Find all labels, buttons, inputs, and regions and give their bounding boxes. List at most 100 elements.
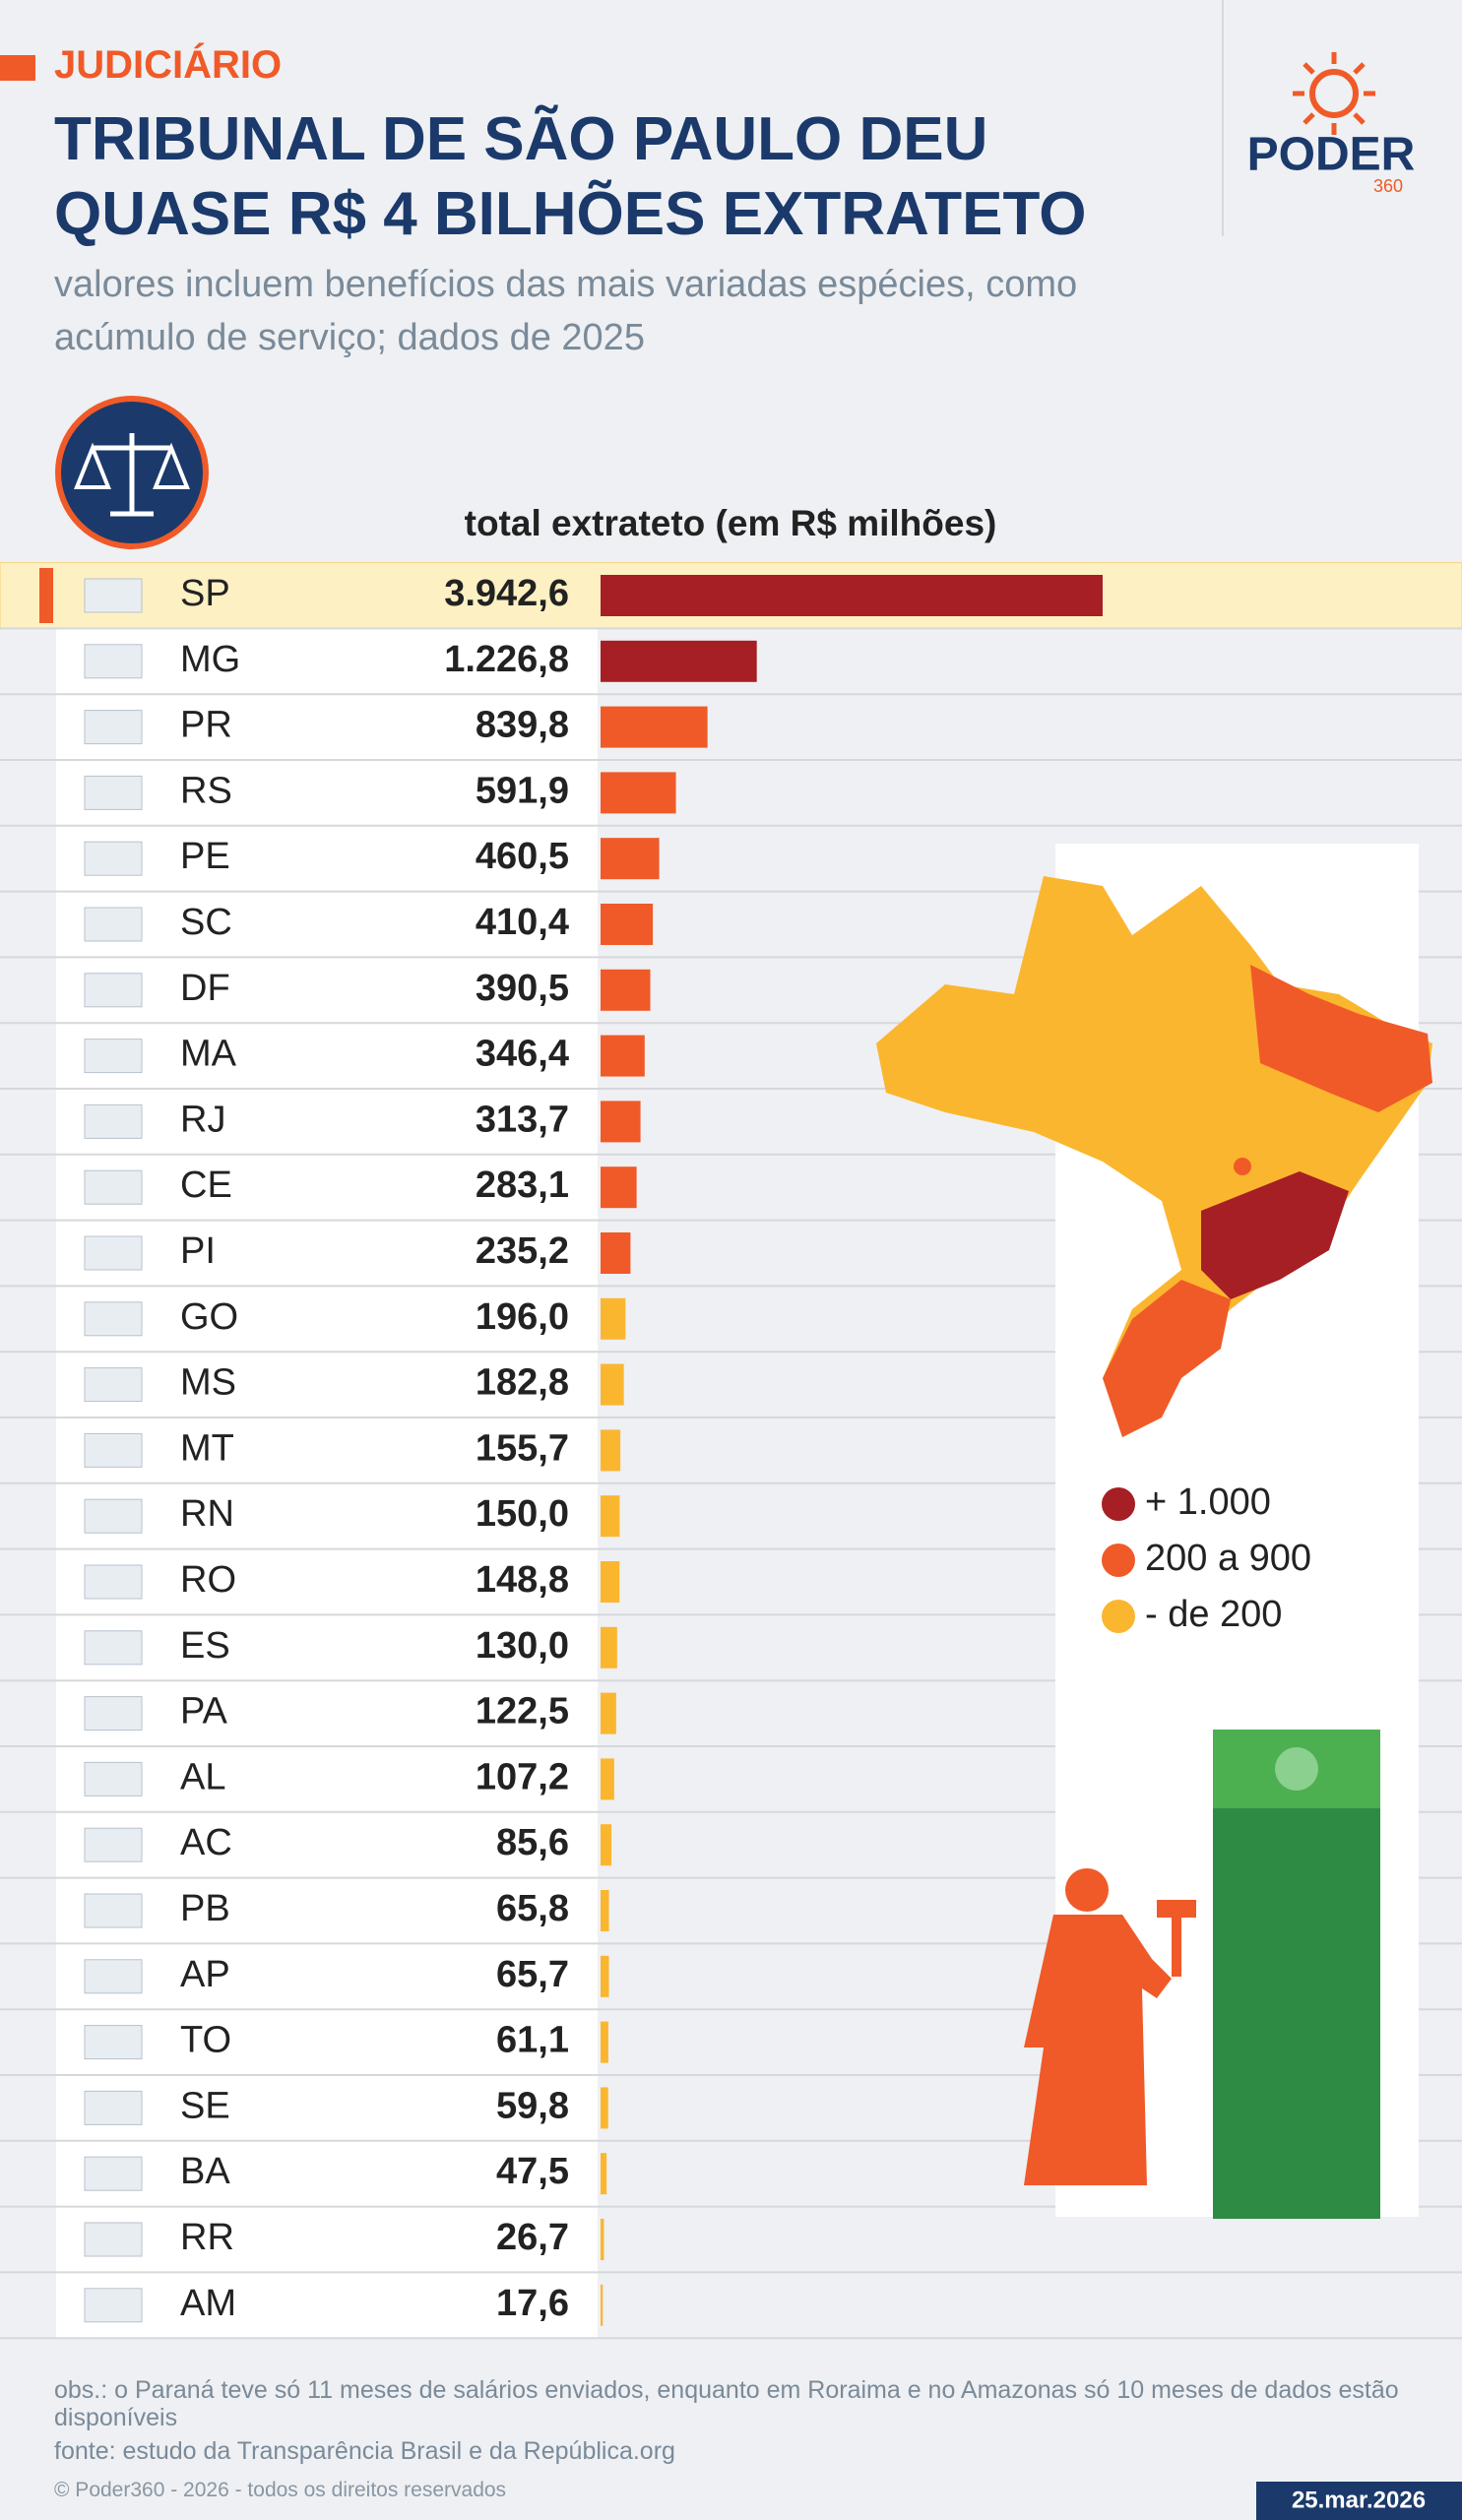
category-label: AM	[180, 2283, 236, 2324]
flag	[84, 1564, 143, 1600]
bar	[601, 1561, 620, 1603]
value-label: 1.226,8	[444, 639, 569, 680]
category-label: BA	[180, 2151, 230, 2192]
category-label: MT	[180, 1427, 234, 1469]
legend-label: - de 200	[1145, 1594, 1282, 1635]
note: obs.: o Paraná teve só 11 meses de salár…	[54, 2376, 1399, 2431]
judge-illustration	[1024, 1868, 1196, 2185]
category-label: RO	[180, 1559, 236, 1601]
category-label: PE	[180, 836, 230, 877]
value-label: 65,8	[496, 1888, 569, 1929]
row-marker	[39, 568, 53, 623]
category-label: RR	[180, 2217, 234, 2258]
bar	[601, 1824, 612, 1866]
value-label: 196,0	[476, 1296, 569, 1338]
value-label: 148,8	[476, 1559, 569, 1601]
category-label: AP	[180, 1954, 230, 1995]
bar	[601, 1166, 637, 1209]
category-label: MA	[180, 1034, 237, 1075]
value-label: 346,4	[476, 1034, 569, 1075]
bar	[601, 1955, 609, 1997]
copyright: © Poder360 - 2026 - todos os direitos re…	[54, 2479, 507, 2501]
flag	[84, 1432, 143, 1468]
flag	[84, 775, 143, 810]
flag	[84, 1761, 143, 1796]
bar	[601, 1297, 626, 1340]
value-label: 47,5	[496, 2151, 569, 2192]
money-illustration	[1213, 1730, 1380, 2219]
value-label: 182,8	[476, 1362, 569, 1404]
legend-marker	[1102, 1544, 1135, 1577]
value-axis-label: total extrateto (em R$ milhões)	[465, 503, 997, 543]
value-label: 65,7	[496, 1954, 569, 1995]
flag	[84, 907, 143, 942]
value-label: 122,5	[476, 1691, 569, 1732]
bar	[601, 575, 1103, 616]
bar	[601, 1758, 614, 1800]
value-label: 17,6	[496, 2283, 569, 2324]
bar	[601, 1429, 621, 1472]
category-label: AC	[180, 1822, 232, 1863]
flag	[84, 973, 143, 1008]
bar	[601, 1232, 631, 1274]
brand: PODER	[1247, 129, 1416, 181]
flag	[84, 1893, 143, 1928]
flag	[84, 1103, 143, 1139]
kicker: JUDICIÁRIO	[54, 43, 283, 87]
category-label: PA	[180, 1691, 228, 1732]
flag	[84, 644, 143, 679]
category-label: ES	[180, 1625, 230, 1667]
bar	[601, 1363, 624, 1406]
value-label: 313,7	[476, 1099, 569, 1140]
flag	[84, 841, 143, 876]
value-label: 3.942,6	[444, 573, 569, 614]
flag	[84, 1959, 143, 1994]
category-label: RJ	[180, 1099, 225, 1140]
category-label: RN	[180, 1493, 234, 1535]
value-label: 107,2	[476, 1756, 569, 1797]
bar	[601, 838, 660, 880]
flag	[84, 1696, 143, 1732]
category-label: TO	[180, 2020, 231, 2061]
value-label: 150,0	[476, 1493, 569, 1535]
title: TRIBUNAL DE SÃO PAULO DEU QUASE R$ 4 BIL…	[54, 105, 1087, 248]
value-label: 59,8	[496, 2085, 569, 2126]
table-panel	[56, 562, 598, 2339]
flag	[84, 578, 143, 613]
value-label: 235,2	[476, 1230, 569, 1272]
bar	[601, 2021, 608, 2063]
flag	[84, 1301, 143, 1337]
flag	[84, 2025, 143, 2060]
category-label: MS	[180, 1362, 236, 1404]
category-label: SE	[180, 2085, 230, 2126]
category-label: AL	[180, 1756, 225, 1797]
subtitle: valores incluem benefícios das mais vari…	[54, 264, 1078, 358]
legend-label: 200 a 900	[1145, 1538, 1311, 1579]
source: fonte: estudo da Transparência Brasil e …	[54, 2437, 675, 2465]
category-label: MG	[180, 639, 240, 680]
bar	[601, 1101, 641, 1143]
bar	[601, 1495, 620, 1538]
category-label: PI	[180, 1230, 216, 1272]
bar	[601, 2284, 604, 2326]
value-label: 410,4	[476, 902, 569, 943]
category-label: DF	[180, 968, 230, 1009]
flag	[84, 710, 143, 745]
value-label: 283,1	[476, 1165, 569, 1206]
value-label: 591,9	[476, 770, 569, 811]
bar	[601, 969, 651, 1011]
date-box	[1256, 2482, 1462, 2520]
value-label: 390,5	[476, 968, 569, 1009]
flag	[84, 2288, 143, 2323]
value-label: 460,5	[476, 836, 569, 877]
value-label: 85,6	[496, 1822, 569, 1863]
bar	[601, 2153, 607, 2195]
bar	[601, 904, 654, 945]
value-label: 839,8	[476, 705, 569, 746]
flag	[84, 1367, 143, 1403]
flag	[84, 2222, 143, 2257]
date: 25.mar.2026	[1292, 2487, 1426, 2513]
kicker-marker	[0, 55, 35, 81]
bar	[601, 706, 708, 748]
category-label: PR	[180, 705, 232, 746]
